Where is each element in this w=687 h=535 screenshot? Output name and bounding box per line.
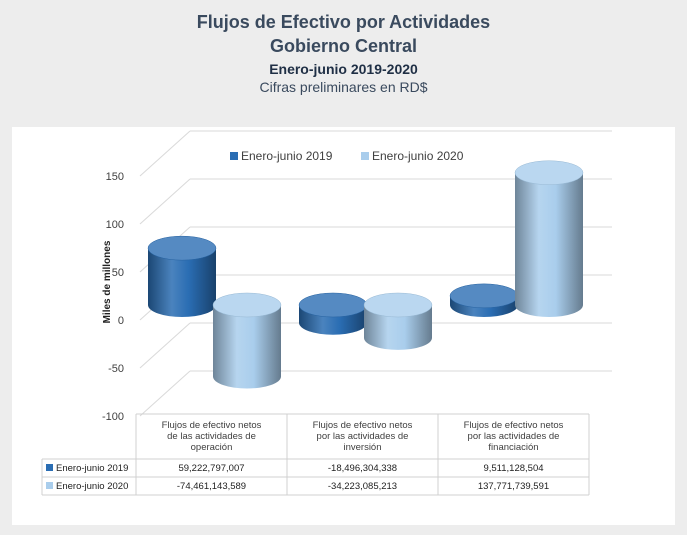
table-legend-key	[46, 482, 53, 489]
gridline-depth	[139, 130, 191, 177]
legend-swatch	[230, 152, 238, 160]
table-cell-value: -18,496,304,338	[328, 463, 397, 474]
chart-panel: -100 -50 0 50 100 150 Miles de millones Enero-j…	[12, 127, 675, 525]
table-cell-value: 9,511,128,504	[483, 463, 543, 474]
table-series-label: Enero-junio 2020	[56, 481, 128, 492]
table-series-label: Enero-junio 2019	[56, 463, 128, 474]
table-cell-value: -74,461,143,589	[177, 481, 246, 492]
category-label: por las actividades de	[317, 431, 409, 442]
category-label: operación	[191, 442, 233, 453]
legend-entry: Enero-junio 2020	[372, 149, 464, 163]
category-label: financiación	[488, 442, 538, 453]
bar-top	[298, 292, 368, 318]
category-label: por las actividades de	[468, 431, 560, 442]
legend-swatch	[361, 152, 369, 160]
y-axis-label: Miles de millones	[102, 240, 113, 323]
category-label: Flujos de efectivo netos	[162, 420, 262, 431]
bar-top	[212, 292, 282, 318]
bar-top	[147, 235, 217, 261]
table-cell-value: -34,223,085,213	[328, 481, 397, 492]
y-tick-label: 100	[106, 219, 124, 231]
chart-subtitle: Gobierno Central	[269, 36, 417, 56]
bar-body	[364, 305, 432, 350]
y-tick-label: 0	[118, 315, 124, 327]
gridline-depth	[139, 322, 191, 369]
table-legend-key	[46, 464, 53, 471]
bar-top	[449, 283, 519, 309]
y-tick-label: -100	[102, 411, 124, 423]
chart-period: Enero-junio 2019-2020	[269, 61, 418, 77]
chart-svg: -100 -50 0 50 100 150 Miles de millones Enero-j…	[41, 130, 612, 496]
gridline-depth	[139, 178, 191, 225]
bar-top	[514, 160, 584, 185]
table-cell-value: 137,771,739,591	[478, 481, 549, 492]
y-tick-label: 50	[112, 267, 124, 279]
chart-note: Cifras preliminares en RD$	[259, 79, 428, 95]
gridline-depth	[139, 370, 191, 417]
category-label: Flujos de efectivo netos	[464, 420, 564, 431]
legend-entry: Enero-junio 2019	[241, 149, 333, 163]
category-label: de las actividades de	[167, 431, 256, 442]
bar-body	[213, 305, 281, 389]
category-label: inversión	[343, 442, 381, 453]
category-label: Flujos de efectivo netos	[313, 420, 413, 431]
bar-body	[148, 248, 216, 317]
bar-body	[515, 172, 583, 317]
bar-top	[363, 292, 433, 318]
y-tick-label: -50	[108, 363, 124, 375]
y-tick-label: 150	[106, 171, 124, 183]
chart-title: Flujos de Efectivo por Actividades	[196, 12, 491, 32]
table-cell-value: 59,222,797,007	[178, 463, 244, 474]
